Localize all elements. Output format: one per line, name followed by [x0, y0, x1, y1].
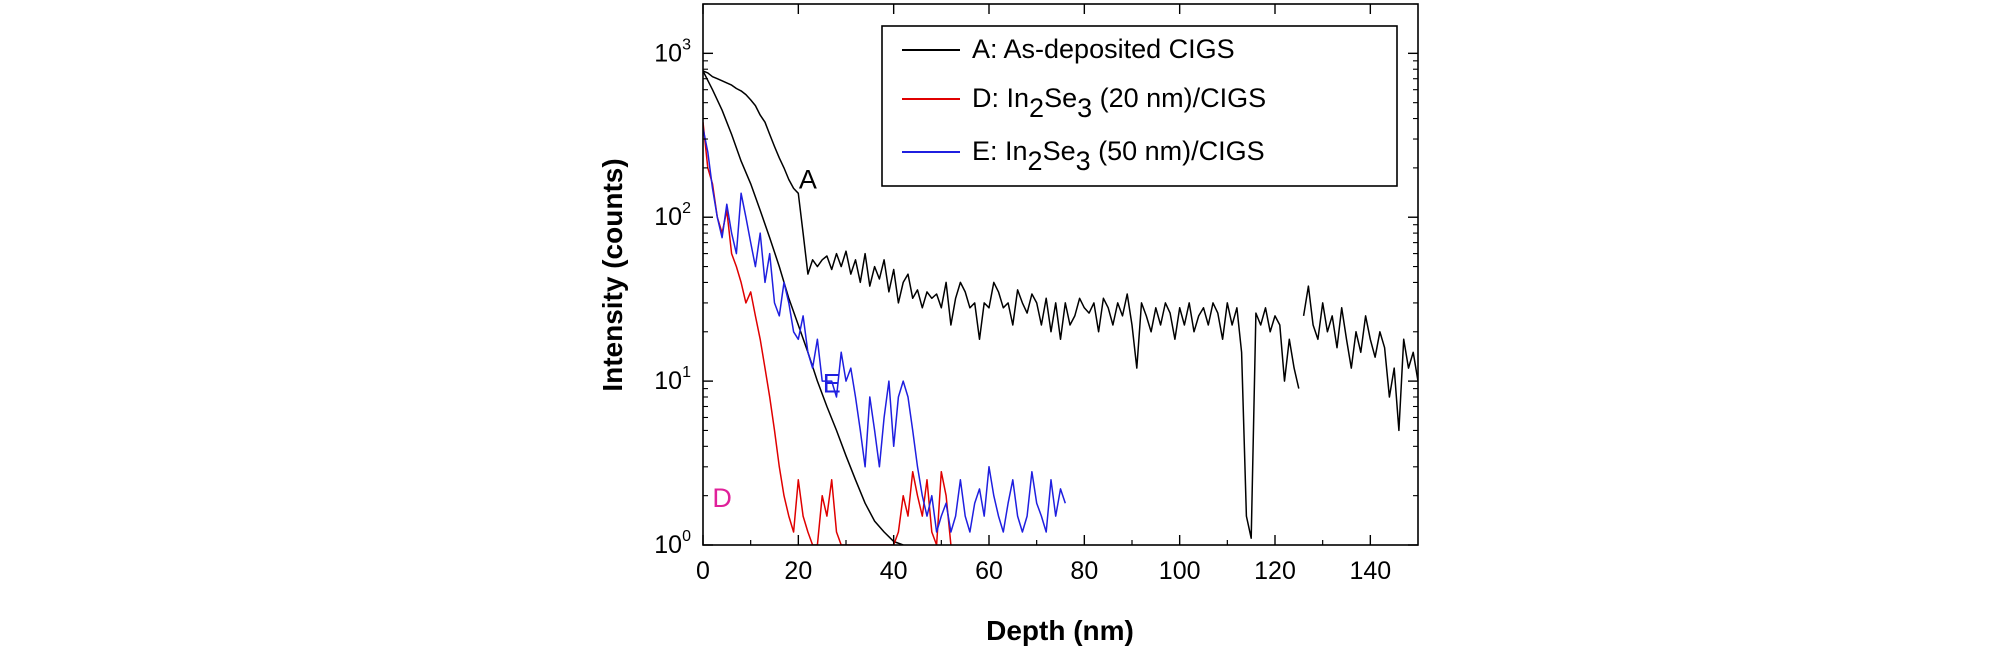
x-tick-label: 60 [975, 557, 1003, 585]
legend-box [881, 25, 1398, 187]
x-tick-label: 0 [696, 557, 710, 585]
y-axis: 100 101 102 103 [654, 3, 1418, 559]
x-tick-label: 20 [784, 557, 812, 585]
series-2-line-0 [703, 127, 1067, 533]
x-axis: 0 20 40 60 80 100 120 140 [696, 4, 1391, 585]
y-tick-label: 100 [654, 528, 691, 559]
x-tick-label: 80 [1070, 557, 1098, 585]
series-0-line-0 [703, 70, 1300, 539]
curve-label-A: A [799, 164, 817, 194]
x-tick-label: 120 [1254, 557, 1296, 585]
series-0-line-1 [1302, 285, 1418, 432]
series-layer [703, 70, 1418, 545]
x-axis-title: Depth (nm) [986, 615, 1134, 646]
curve-label-D: D [712, 483, 732, 513]
y-tick-label: 102 [654, 200, 691, 231]
curve-label-E: E [823, 369, 841, 399]
legend-label-0: A: As-deposited CIGS [972, 34, 1235, 64]
y-tick-label: 103 [654, 36, 691, 67]
x-tick-label: 40 [880, 557, 908, 585]
series-0-line-2 [703, 70, 904, 545]
y-tick-label: 101 [654, 364, 691, 395]
x-tick-label: 100 [1159, 557, 1201, 585]
y-axis-title: Intensity (counts) [597, 158, 628, 391]
plot-frame [702, 3, 1419, 546]
legend: A: As-deposited CIGS D: In2Se3 (20 nm)/CI… [881, 25, 1398, 187]
legend-label-2: E: In2Se3 (50 nm)/CIGS [972, 136, 1265, 176]
x-tick-label: 140 [1349, 557, 1391, 585]
curve-annotations: A E D [712, 164, 840, 513]
series-1-line-0 [703, 122, 952, 545]
plot-area [702, 3, 1419, 546]
legend-label-1: D: In2Se3 (20 nm)/CIGS [972, 83, 1266, 123]
